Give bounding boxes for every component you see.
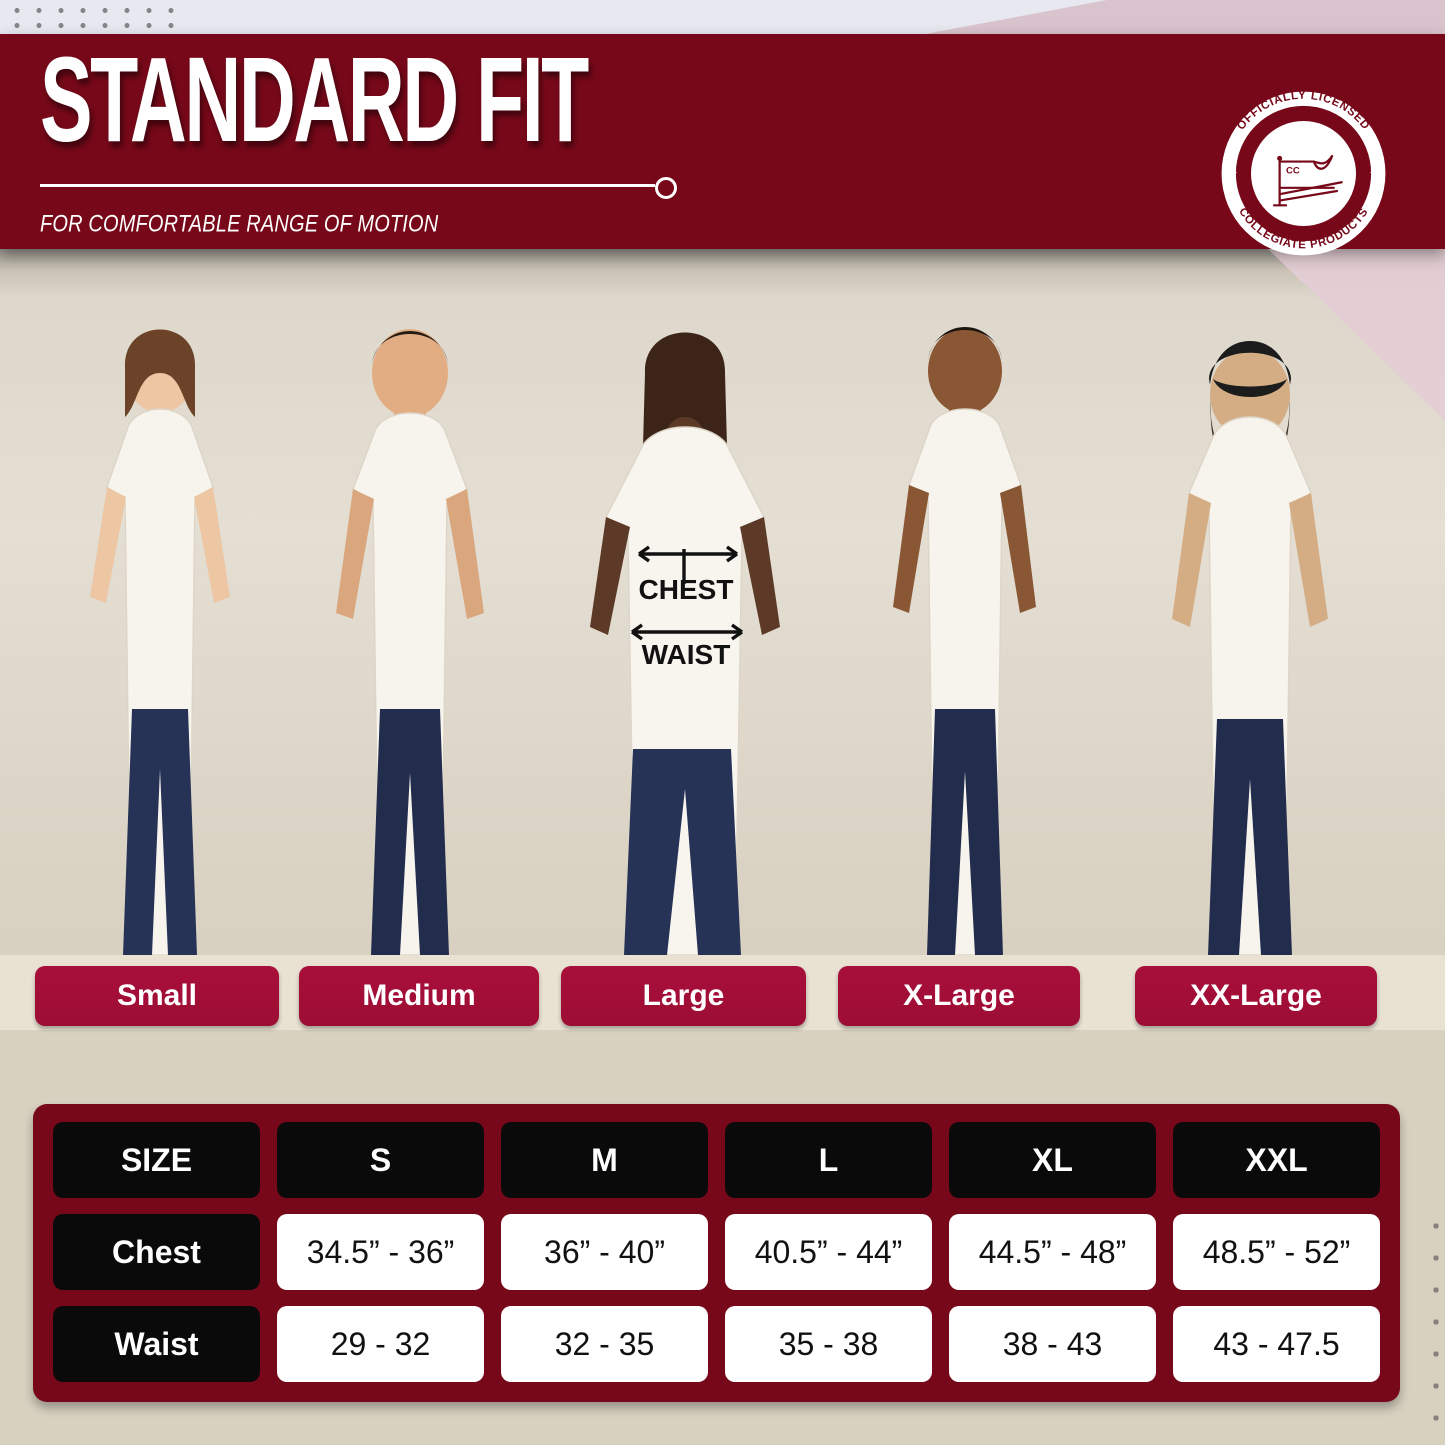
svg-text:★: ★ bbox=[1369, 169, 1378, 180]
svg-text:★: ★ bbox=[1229, 169, 1238, 180]
svg-text:WAIST: WAIST bbox=[642, 639, 731, 670]
svg-text:CC: CC bbox=[1286, 166, 1300, 177]
svg-text:CHEST: CHEST bbox=[639, 574, 734, 605]
